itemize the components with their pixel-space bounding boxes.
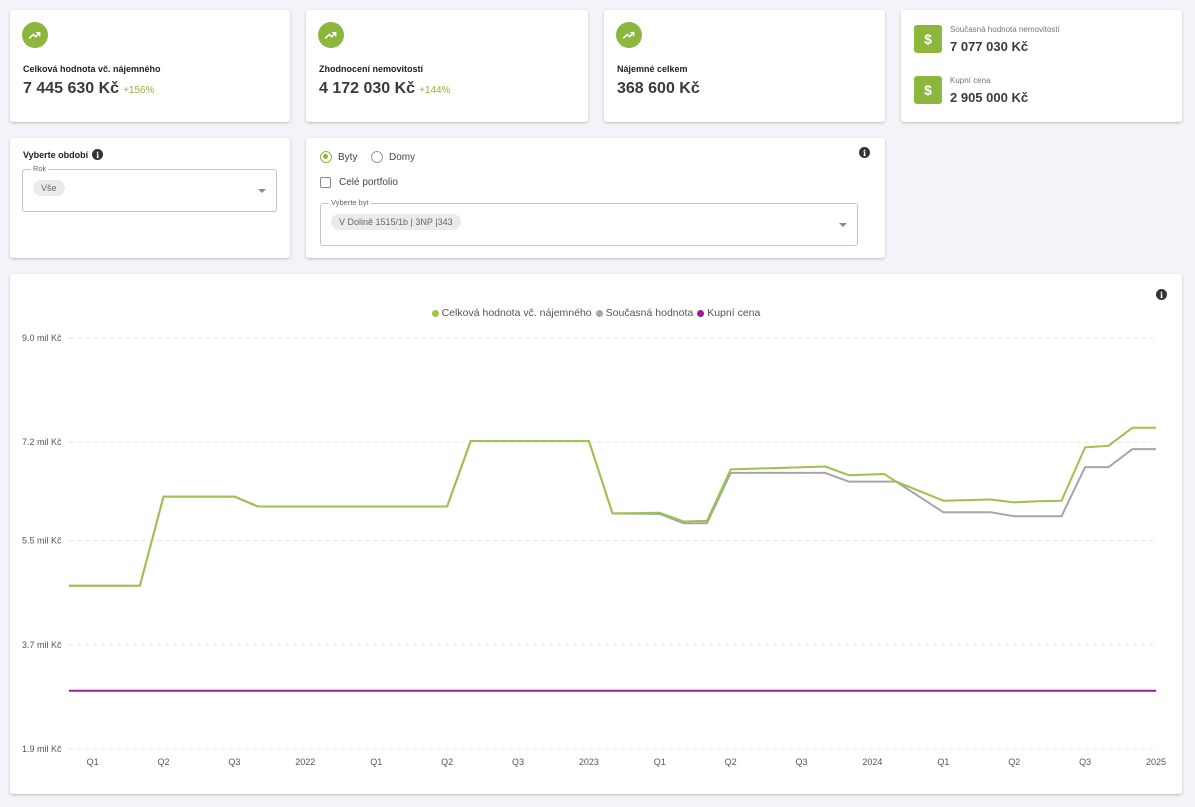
x-tick-label: Q2 xyxy=(158,757,170,767)
x-tick-label: Q2 xyxy=(725,757,737,767)
y-tick-label: 5.5 mil Kč xyxy=(22,536,62,546)
radio-domy[interactable]: Domy xyxy=(371,151,415,163)
radio-unchecked-icon[interactable] xyxy=(371,151,383,163)
legend-item-total[interactable]: Celková hodnota vč. nájemného xyxy=(431,307,592,319)
legend-item-current[interactable]: Současná hodnota xyxy=(595,307,694,319)
checkbox-icon[interactable] xyxy=(320,177,331,188)
current-value-label: Současná hodnota nemovitostí xyxy=(950,25,1060,34)
y-tick-label: 9.0 mil Kč xyxy=(22,333,62,343)
summary-card: $ Současná hodnota nemovitostí 7 077 030… xyxy=(901,10,1182,122)
info-icon[interactable]: i xyxy=(92,149,104,160)
property-filter-card: Byty Domy i Celé portfolio Vyberte byt V… xyxy=(306,138,885,258)
legend-label: Celková hodnota vč. nájemného xyxy=(441,307,592,319)
kpi-change: +144% xyxy=(419,85,451,96)
radio-domy-label: Domy xyxy=(389,151,416,163)
trending-up-icon xyxy=(318,22,344,48)
dollar-icon: $ xyxy=(914,25,942,53)
radio-byty[interactable]: Byty xyxy=(320,151,357,163)
legend-dot xyxy=(697,309,705,317)
year-select[interactable]: Rok Vše xyxy=(22,164,277,212)
year-chip[interactable]: Vše xyxy=(33,180,65,196)
x-tick-label: Q1 xyxy=(87,757,99,767)
period-title-text: Vyberte období xyxy=(23,149,89,160)
x-tick-label: Q3 xyxy=(512,757,524,767)
kpi-value: 7 445 630 Kč +156% xyxy=(23,80,155,97)
x-tick-label: 2024 xyxy=(862,757,882,767)
info-icon[interactable]: i xyxy=(1156,289,1167,300)
purchase-price-label: Kupní cena xyxy=(950,76,991,85)
info-icon[interactable]: i xyxy=(859,147,870,158)
trending-up-icon xyxy=(616,22,642,48)
apartment-select-label: Vyberte byt xyxy=(329,198,371,207)
chevron-down-icon[interactable] xyxy=(258,188,266,193)
x-tick-label: Q2 xyxy=(441,757,453,767)
radio-byty-label: Byty xyxy=(338,151,358,163)
x-tick-label: 2022 xyxy=(295,757,315,767)
x-tick-label: 2025 xyxy=(1146,757,1166,767)
chart-card: i Celková hodnota vč. nájemného Současná… xyxy=(10,274,1182,794)
portfolio-checkbox-label: Celé portfolio xyxy=(339,177,398,188)
chart-legend: Celková hodnota vč. nájemného Současná h… xyxy=(10,307,1182,319)
kpi-card-total: Celková hodnota vč. nájemného 7 445 630 … xyxy=(10,10,290,122)
y-tick-label: 1.9 mil Kč xyxy=(22,744,62,754)
year-select-label: Rok xyxy=(31,164,49,173)
period-card: Vyberte období i Rok Vše xyxy=(10,138,290,258)
x-tick-label: Q3 xyxy=(228,757,240,767)
x-tick-label: Q2 xyxy=(1008,757,1020,767)
legend-dot xyxy=(595,309,603,317)
series-line-total xyxy=(69,426,1156,587)
chevron-down-icon[interactable] xyxy=(839,222,847,227)
kpi-card-appreciation: Zhodnocení nemovitostí 4 172 030 Kč +144% xyxy=(306,10,588,122)
kpi-value: 368 600 Kč xyxy=(617,80,700,97)
trending-up-icon xyxy=(22,22,48,48)
legend-label: Současná hodnota xyxy=(605,307,694,319)
radio-checked-icon[interactable] xyxy=(320,151,332,163)
dollar-icon: $ xyxy=(914,76,942,104)
x-tick-label: Q3 xyxy=(1079,757,1091,767)
x-tick-label: Q1 xyxy=(937,757,949,767)
legend-item-purchase[interactable]: Kupní cena xyxy=(697,307,760,319)
x-tick-label: 2023 xyxy=(579,757,599,767)
line-chart: 9.0 mil Kč 7.2 mil Kč 5.5 mil Kč 3.7 mil Kč… xyxy=(22,333,1166,767)
kpi-card-rent: Nájemné celkem 368 600 Kč xyxy=(604,10,885,122)
x-tick-label: Q1 xyxy=(654,757,666,767)
legend-dot xyxy=(431,309,439,317)
kpi-value: 4 172 030 Kč +144% xyxy=(319,80,451,97)
kpi-label: Celková hodnota vč. nájemného xyxy=(23,64,161,74)
y-tick-label: 3.7 mil Kč xyxy=(22,640,62,650)
purchase-price-value: 2 905 000 Kč xyxy=(950,90,1029,105)
apartment-chip[interactable]: V Dolině 1515/1b | 3NP |343 xyxy=(331,214,461,230)
x-tick-label: Q1 xyxy=(370,757,382,767)
kpi-label: Nájemné celkem xyxy=(617,64,688,74)
kpi-change: +156% xyxy=(123,85,155,96)
x-tick-label: Q3 xyxy=(796,757,808,767)
y-tick-label: 7.2 mil Kč xyxy=(22,437,62,447)
portfolio-checkbox[interactable]: Celé portfolio xyxy=(320,177,398,188)
kpi-label: Zhodnocení nemovitostí xyxy=(319,64,424,74)
period-title: Vyberte období i xyxy=(23,149,104,160)
current-value: 7 077 030 Kč xyxy=(950,39,1029,54)
legend-label: Kupní cena xyxy=(707,307,761,319)
apartment-select[interactable]: Vyberte byt V Dolině 1515/1b | 3NP |343 xyxy=(320,198,858,246)
